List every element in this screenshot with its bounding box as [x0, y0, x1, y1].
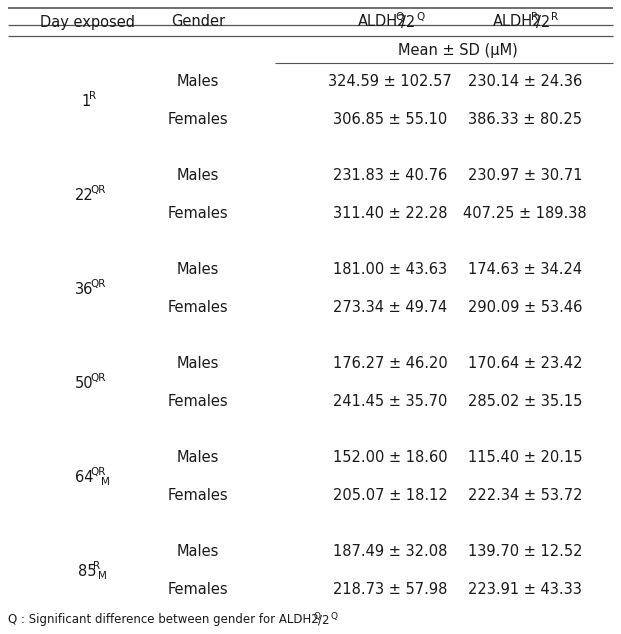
Text: 176.27 ± 46.20: 176.27 ± 46.20: [333, 356, 447, 372]
Text: Females: Females: [168, 112, 229, 127]
Text: QR: QR: [90, 467, 106, 477]
Text: 181.00 ± 43.63: 181.00 ± 43.63: [333, 262, 447, 278]
Text: Q: Q: [416, 12, 425, 22]
Text: 324.59 ± 102.57: 324.59 ± 102.57: [328, 75, 452, 89]
Text: 50: 50: [75, 375, 94, 391]
Text: Q: Q: [396, 12, 404, 22]
Text: Q : Significant difference between gender for ALDH2: Q : Significant difference between gende…: [8, 614, 319, 626]
Text: /2: /2: [401, 15, 415, 30]
Text: Females: Females: [168, 489, 229, 503]
Text: Males: Males: [177, 451, 219, 465]
Text: 407.25 ± 189.38: 407.25 ± 189.38: [463, 207, 587, 221]
Text: 223.91 ± 43.33: 223.91 ± 43.33: [468, 583, 582, 597]
Text: 115.40 ± 20.15: 115.40 ± 20.15: [468, 451, 582, 465]
Text: Males: Males: [177, 169, 219, 183]
Text: Q: Q: [330, 612, 337, 621]
Text: ALDH2: ALDH2: [358, 15, 408, 30]
Text: 386.33 ± 80.25: 386.33 ± 80.25: [468, 112, 582, 127]
Text: Males: Males: [177, 75, 219, 89]
Text: 174.63 ± 34.24: 174.63 ± 34.24: [468, 262, 582, 278]
Text: R: R: [551, 12, 558, 22]
Text: Females: Females: [168, 583, 229, 597]
Text: M: M: [101, 477, 110, 487]
Text: Mean ± SD (µM): Mean ± SD (µM): [397, 42, 517, 58]
Text: R: R: [89, 91, 96, 101]
Text: 1: 1: [81, 93, 91, 108]
Text: Gender: Gender: [171, 15, 225, 30]
Text: R: R: [93, 561, 100, 571]
Text: Females: Females: [168, 394, 229, 410]
Text: 22: 22: [75, 188, 94, 202]
Text: Females: Females: [168, 301, 229, 316]
Text: 170.64 ± 23.42: 170.64 ± 23.42: [468, 356, 582, 372]
Text: 241.45 ± 35.70: 241.45 ± 35.70: [333, 394, 447, 410]
Text: 139.70 ± 12.52: 139.70 ± 12.52: [468, 545, 582, 559]
Text: /2: /2: [537, 15, 550, 30]
Text: 85: 85: [78, 564, 96, 578]
Text: Q: Q: [314, 612, 321, 621]
Text: Males: Males: [177, 262, 219, 278]
Text: Males: Males: [177, 356, 219, 372]
Text: 290.09 ± 53.46: 290.09 ± 53.46: [468, 301, 582, 316]
Text: 187.49 ± 32.08: 187.49 ± 32.08: [333, 545, 447, 559]
Text: QR: QR: [90, 373, 106, 383]
Text: 152.00 ± 18.60: 152.00 ± 18.60: [333, 451, 447, 465]
Text: 222.34 ± 53.72: 222.34 ± 53.72: [468, 489, 582, 503]
Text: Males: Males: [177, 545, 219, 559]
Text: Females: Females: [168, 207, 229, 221]
Text: 273.34 ± 49.74: 273.34 ± 49.74: [333, 301, 447, 316]
Text: 231.83 ± 40.76: 231.83 ± 40.76: [333, 169, 447, 183]
Text: QR: QR: [90, 185, 106, 195]
Text: /2: /2: [319, 614, 330, 626]
Text: 64: 64: [75, 470, 94, 484]
Text: QR: QR: [90, 279, 106, 289]
Text: 205.07 ± 18.12: 205.07 ± 18.12: [333, 489, 447, 503]
Text: 36: 36: [75, 281, 93, 297]
Text: 230.14 ± 24.36: 230.14 ± 24.36: [468, 75, 582, 89]
Text: 285.02 ± 35.15: 285.02 ± 35.15: [468, 394, 582, 410]
Text: R: R: [531, 12, 538, 22]
Text: Day exposed: Day exposed: [40, 15, 135, 30]
Text: 218.73 ± 57.98: 218.73 ± 57.98: [333, 583, 447, 597]
Text: 230.97 ± 30.71: 230.97 ± 30.71: [468, 169, 582, 183]
Text: ALDH2: ALDH2: [493, 15, 543, 30]
Text: M: M: [98, 571, 107, 581]
Text: 306.85 ± 55.10: 306.85 ± 55.10: [333, 112, 447, 127]
Text: 311.40 ± 22.28: 311.40 ± 22.28: [333, 207, 447, 221]
